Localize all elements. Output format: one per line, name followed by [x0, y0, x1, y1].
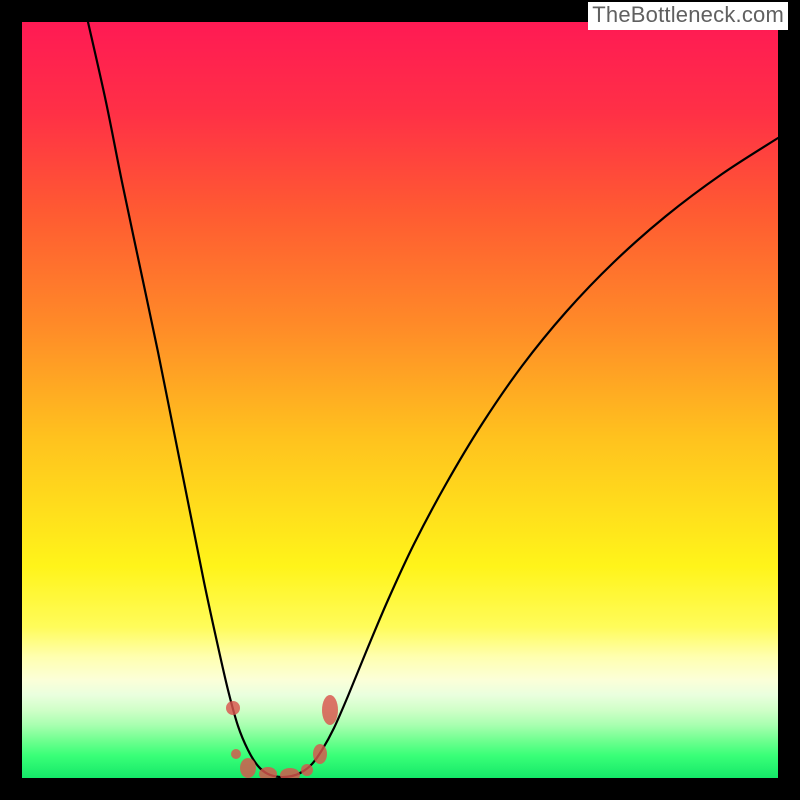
curve-marker — [322, 695, 338, 725]
watermark-text: TheBottleneck.com — [588, 2, 788, 30]
chart-svg — [22, 22, 778, 778]
chart-frame: TheBottleneck.com — [0, 0, 800, 800]
curve-marker — [231, 749, 241, 759]
chart-canvas — [22, 22, 778, 778]
curve-marker — [313, 744, 327, 764]
curve-marker — [226, 701, 240, 715]
curve-marker — [240, 758, 256, 778]
curve-marker — [301, 764, 313, 776]
chart-background — [22, 22, 778, 778]
